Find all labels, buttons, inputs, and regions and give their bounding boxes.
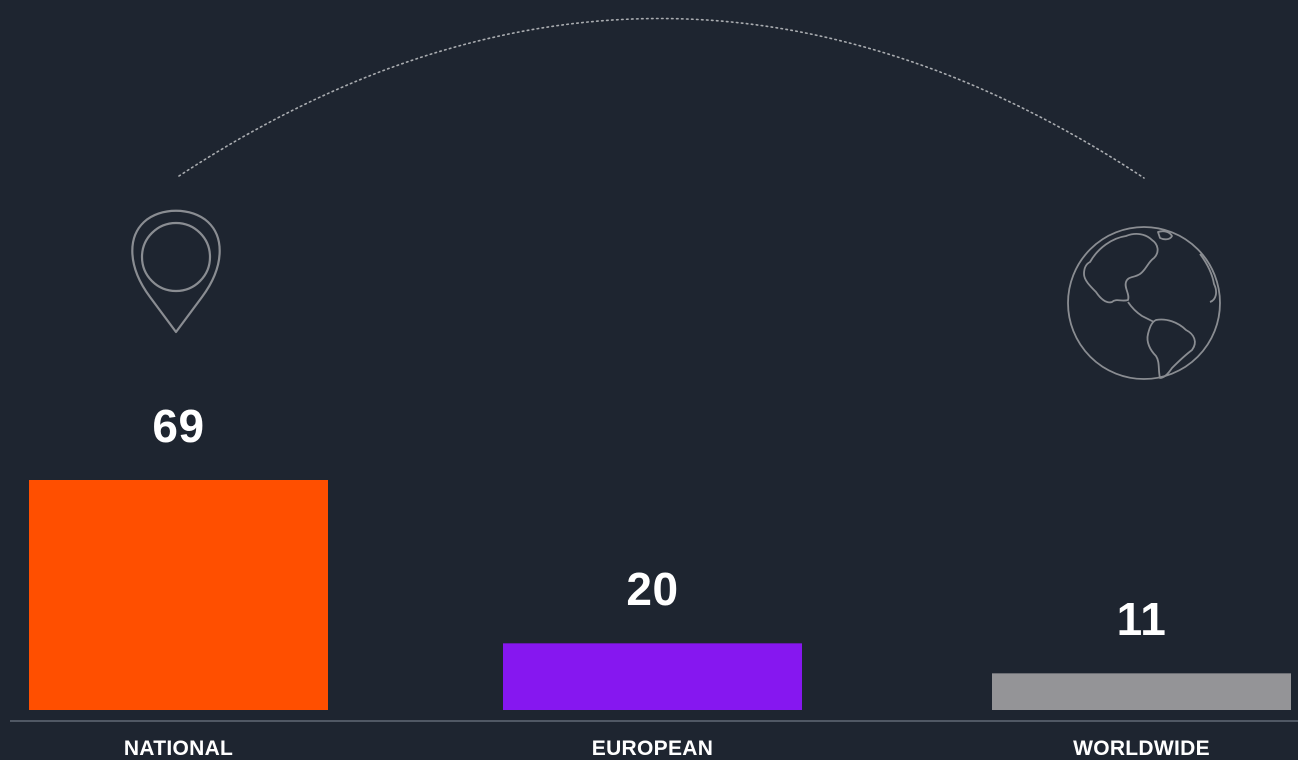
bar-european [503, 643, 802, 710]
bar-value-worldwide: 11 [1116, 593, 1167, 646]
dotted-arc-connector [178, 17, 1145, 179]
globe-icon [1067, 226, 1221, 380]
bar-value-european: 20 [626, 563, 679, 616]
category-label-european: EUROPEAN [591, 737, 714, 760]
category-label-national: NATIONAL [123, 737, 234, 760]
category-label-worldwide: WORLDWIDE [1073, 737, 1210, 760]
map-pin-icon [131, 209, 221, 334]
bar-value-national: 69 [152, 400, 205, 452]
bar-worldwide [992, 673, 1291, 710]
bar-national [29, 480, 328, 710]
